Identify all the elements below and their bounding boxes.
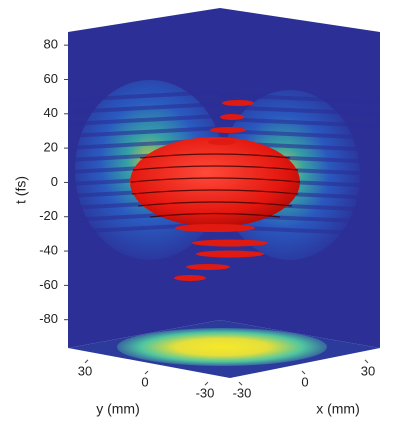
y-tick <box>144 370 149 375</box>
x-tick-label: -30 <box>233 386 252 401</box>
x-tick <box>364 359 369 364</box>
floor-spot <box>117 328 327 366</box>
z-tick-label: 80 <box>44 37 58 52</box>
z-tick-label: -20 <box>39 208 58 223</box>
z-axis-label: t (fs) <box>13 176 29 204</box>
isosurface <box>130 100 301 281</box>
x-tick <box>238 381 243 386</box>
z-tick-label: 60 <box>44 71 58 86</box>
z-tick-label: -80 <box>39 311 58 326</box>
x-tick-label: 0 <box>301 374 308 389</box>
x-tick-label: 30 <box>361 363 375 378</box>
y-tick-label: -30 <box>196 386 215 401</box>
y-axis-label: y (mm) <box>96 401 140 417</box>
z-tick-label: 20 <box>44 140 58 155</box>
y-tick-label: 30 <box>78 363 92 378</box>
z-tick-label: -40 <box>39 242 58 257</box>
y-tick <box>84 359 89 364</box>
z-tick-label: -60 <box>39 277 58 292</box>
y-tick-label: 0 <box>141 374 148 389</box>
x-axis-label: x (mm) <box>316 401 360 417</box>
y-tick <box>204 381 209 386</box>
z-tick-label: 40 <box>44 105 58 120</box>
z-tick-label: 0 <box>51 174 58 189</box>
x-tick <box>301 370 306 375</box>
